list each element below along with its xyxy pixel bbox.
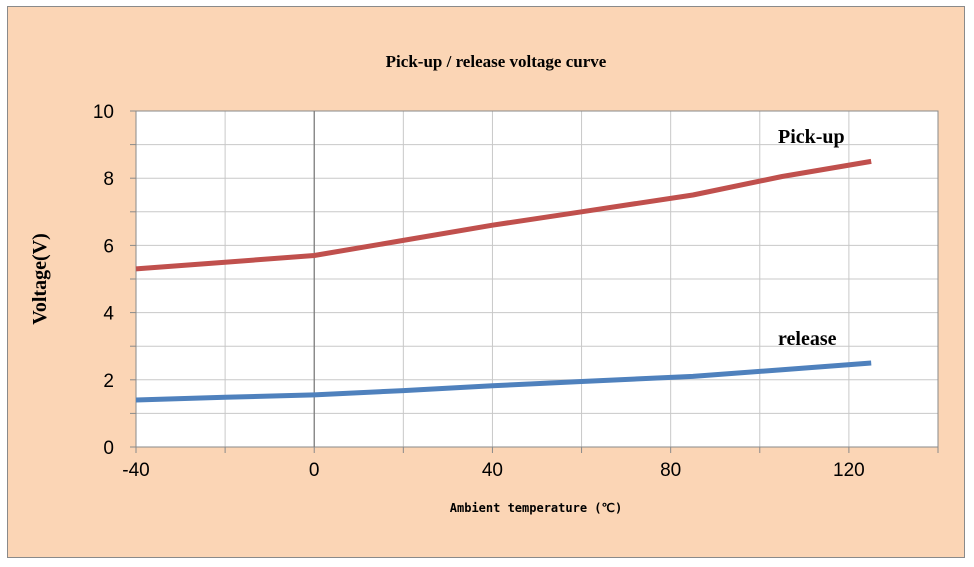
- series-label-release: release: [778, 328, 837, 350]
- chart-title: Pick-up / release voltage curve: [386, 52, 607, 71]
- x-tick-label: -40: [122, 460, 149, 481]
- y-tick-label: 4: [103, 304, 114, 325]
- x-tick-label: 80: [660, 460, 681, 481]
- tick-labels: -40 0 40 80 120 0 2 4 6 8 10: [93, 102, 865, 481]
- series-lines: [135, 158, 872, 403]
- series-line-1: [135, 360, 872, 403]
- chart-svg: Pick-up / release voltage curve -40 0 40 80…: [29, 52, 939, 515]
- y-axis-label: Voltage(V): [29, 233, 51, 324]
- y-tick-label: 2: [103, 371, 114, 392]
- x-tick-label: 0: [309, 460, 320, 481]
- series-line-0: [135, 158, 872, 272]
- x-tick-label: 120: [833, 460, 865, 481]
- x-axis-label: Ambient temperature (℃): [450, 501, 622, 515]
- y-tick-label: 8: [103, 169, 114, 190]
- y-tick-label: 6: [103, 236, 114, 257]
- y-tick-label: 10: [93, 102, 114, 123]
- x-tick-label: 40: [482, 460, 503, 481]
- axes: [130, 110, 939, 453]
- chart-frame: Pick-up / release voltage curve -40 0 40 80…: [7, 6, 965, 558]
- series-label-pickup: Pick-up: [778, 126, 845, 148]
- y-tick-label: 0: [103, 438, 114, 459]
